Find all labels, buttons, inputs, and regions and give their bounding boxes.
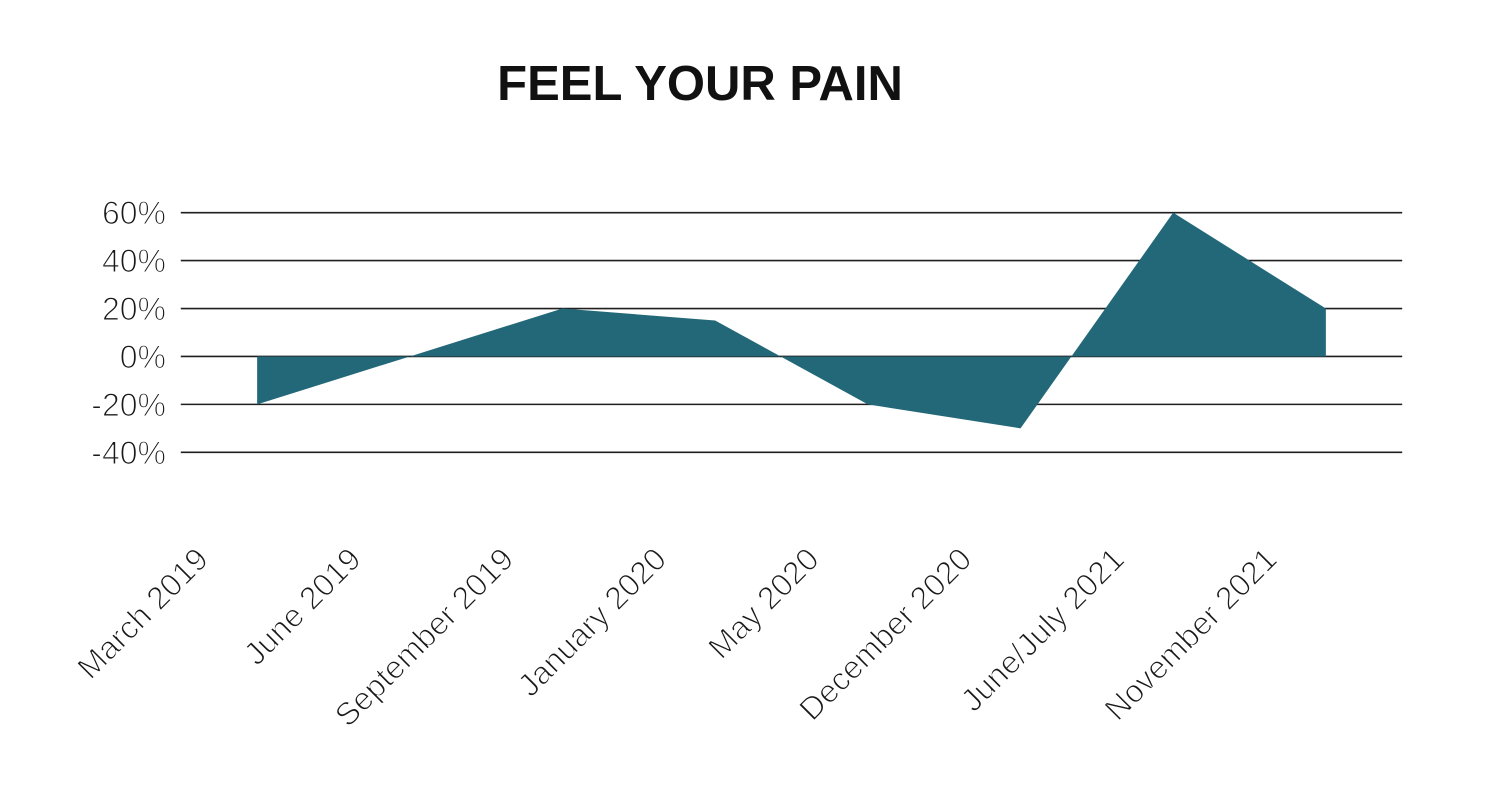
svg-text:60%: 60% (102, 195, 166, 231)
svg-text:0%: 0% (120, 339, 166, 375)
svg-text:FEEL YOUR PAIN: FEEL YOUR PAIN (497, 57, 903, 111)
svg-text:-40%: -40% (91, 435, 166, 471)
svg-text:20%: 20% (102, 291, 166, 327)
svg-text:40%: 40% (102, 243, 166, 279)
svg-text:-20%: -20% (91, 387, 166, 423)
